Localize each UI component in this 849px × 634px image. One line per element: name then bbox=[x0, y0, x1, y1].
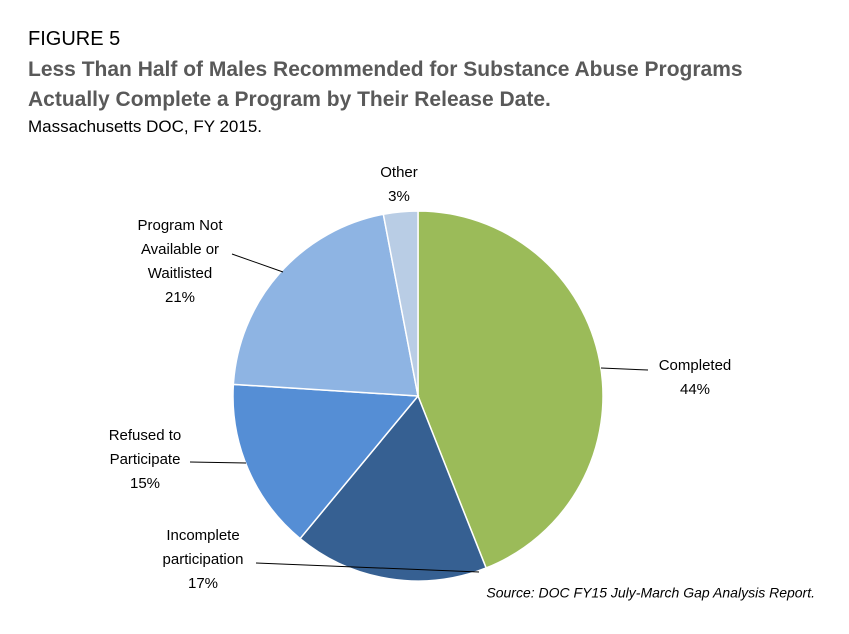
slice-label: Available or bbox=[141, 241, 219, 258]
pie-slice bbox=[232, 383, 420, 540]
slice-label: Refused to bbox=[109, 427, 182, 444]
pie-slice bbox=[232, 213, 419, 397]
slice-label: Waitlisted bbox=[148, 265, 212, 282]
figure-label: FIGURE 5 bbox=[28, 28, 121, 50]
slice-label: Completed bbox=[659, 357, 732, 374]
source-note: Source: DOC FY15 July-March Gap Analysis… bbox=[486, 585, 815, 601]
slice-label: Incomplete bbox=[166, 527, 239, 544]
slice-label: Participate bbox=[110, 451, 181, 468]
header: FIGURE 5 Less Than Half of Males Recomme… bbox=[28, 28, 828, 137]
slice-label: Program Not bbox=[137, 217, 223, 234]
pie-slice bbox=[417, 210, 604, 569]
leader-line bbox=[189, 461, 247, 464]
slice-value-label: 21% bbox=[165, 289, 195, 306]
pie-slice bbox=[382, 210, 419, 397]
slice-value-label: 15% bbox=[130, 475, 160, 492]
leader-line bbox=[231, 253, 284, 273]
slice-label: participation bbox=[163, 551, 244, 568]
pie-slice bbox=[299, 394, 488, 582]
slice-label: Other bbox=[380, 164, 418, 181]
leader-line bbox=[255, 562, 480, 573]
slice-value-label: 44% bbox=[680, 381, 710, 398]
slice-value-label: 3% bbox=[388, 188, 410, 205]
chart-subtitle: Massachusetts DOC, FY 2015. bbox=[28, 117, 263, 136]
leader-line bbox=[600, 367, 649, 371]
chart-title: Less Than Half of Males Recommended for … bbox=[28, 58, 743, 111]
slice-value-label: 17% bbox=[188, 575, 218, 592]
